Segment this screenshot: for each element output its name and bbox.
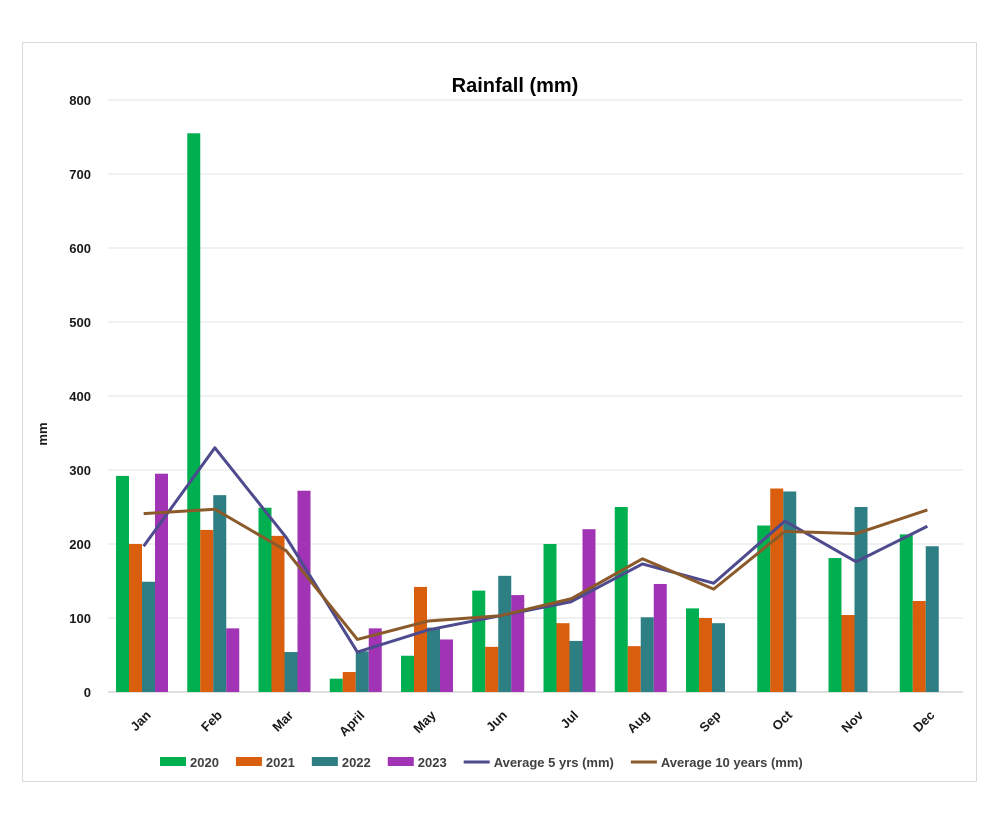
y-tick-label: 200 — [69, 537, 91, 552]
bar-2022-April — [355, 651, 369, 692]
line-Average 10 years (mm) — [143, 507, 928, 641]
x-tick-label: Nov — [838, 707, 867, 736]
bar-2021-May — [414, 586, 427, 692]
legend-label: Average 10 years (mm) — [661, 755, 803, 770]
bar-2020-April — [329, 678, 343, 692]
bar-2023-Feb — [226, 628, 240, 692]
bar-2020-Jul — [543, 544, 557, 692]
x-tick-label: Jun — [483, 707, 510, 734]
legend-label: 2022 — [342, 755, 371, 770]
bar-2022-Oct — [783, 491, 797, 692]
bar-2021-Mar — [271, 535, 285, 692]
bar-2022-May — [427, 627, 440, 692]
bar-2022-Feb — [213, 495, 227, 692]
bar-2020-Aug — [614, 507, 628, 692]
y-tick-label: 500 — [69, 315, 91, 330]
x-tick-label: Sep — [696, 707, 724, 735]
bar-2021-Jul — [556, 623, 570, 692]
legend-swatch — [387, 757, 414, 766]
legend: 2020 2021 2022 2023 Average 5 yrs (mm) Averag… — [160, 755, 803, 770]
legend-swatch — [235, 757, 262, 766]
x-tick-label: Jul — [557, 708, 581, 732]
bar-2022-Nov — [854, 507, 868, 692]
bar-2023-Jan — [155, 473, 168, 692]
x-tick-label: Oct — [769, 707, 795, 733]
legend-label: 2020 — [190, 755, 219, 770]
y-tick-labels: 0 100 200 300 400 500 600 700 800 — [69, 93, 91, 700]
bar-2023-Mar — [297, 490, 311, 692]
legend-item: Average 5 yrs (mm) — [463, 755, 614, 770]
bar-2021-Nov — [841, 615, 855, 692]
legend-item: 2022 — [311, 755, 371, 770]
bar-2020-Dec — [899, 534, 913, 692]
bar-2020-Jun — [472, 590, 486, 692]
legend-swatch — [311, 757, 338, 766]
bar-2021-Oct — [770, 488, 784, 692]
bar-2023-Aug — [653, 583, 667, 692]
bar-2020-Mar — [258, 507, 272, 692]
x-tick-label: April — [336, 708, 368, 740]
x-tick-labels: Jan Feb Mar April May Jun Jul Aug Sep Oct Nov Dec — [127, 707, 937, 739]
y-tick-label: 800 — [69, 93, 91, 108]
gridlines — [108, 99, 963, 693]
rainfall-chart: Rainfall (mm) mm 0 100 200 300 400 500 600 700 8… — [35, 75, 963, 770]
legend-label: Average 5 yrs (mm) — [494, 755, 614, 770]
x-tick-label: Aug — [624, 707, 653, 736]
y-tick-label: 0 — [84, 685, 91, 700]
y-axis-label: mm — [35, 422, 50, 445]
bar-2021-Jan — [129, 544, 142, 692]
bar-2022-Jun — [498, 575, 512, 692]
y-tick-label: 300 — [69, 463, 91, 478]
bar-2021-Jun — [485, 646, 499, 692]
x-tick-label: Mar — [269, 708, 296, 735]
chart-title: Rainfall (mm) — [452, 75, 579, 97]
bars — [116, 133, 939, 693]
x-tick-label: Feb — [198, 707, 225, 734]
bar-2023-May — [440, 639, 453, 692]
legend-item: Average 10 years (mm) — [630, 755, 803, 770]
bar-2021-Feb — [200, 529, 214, 692]
bar-2020-Sep — [686, 608, 699, 692]
y-tick-label: 100 — [69, 611, 91, 626]
legend-item: 2023 — [387, 755, 447, 770]
y-tick-label: 700 — [69, 167, 91, 182]
x-tick-label: Jan — [127, 707, 153, 733]
bar-2023-Jul — [582, 529, 596, 692]
bar-2021-April — [342, 672, 356, 692]
x-tick-label: Dec — [910, 708, 937, 735]
bar-2022-Jan — [142, 581, 155, 692]
bar-2020-Nov — [828, 558, 842, 692]
y-tick-label: 400 — [69, 389, 91, 404]
bar-2022-Jul — [569, 640, 583, 692]
legend-item: 2020 — [160, 755, 219, 770]
legend-label: 2021 — [266, 755, 295, 770]
bar-2021-Sep — [699, 618, 712, 692]
bar-2022-Sep — [712, 623, 725, 692]
x-tick-label: May — [410, 707, 439, 736]
bar-2020-Feb — [187, 133, 201, 693]
y-tick-label: 600 — [69, 241, 91, 256]
average-lines — [142, 446, 929, 654]
bar-2020-Jan — [116, 475, 129, 692]
bar-2022-Aug — [640, 617, 654, 692]
bar-2023-Jun — [511, 595, 525, 692]
bar-2020-Oct — [757, 525, 771, 692]
legend-swatch — [160, 757, 186, 766]
bar-2022-Mar — [284, 652, 298, 692]
bar-2022-Dec — [925, 546, 939, 692]
bar-2023-April — [368, 628, 382, 692]
bar-2021-Aug — [627, 646, 641, 692]
bar-2020-May — [401, 655, 414, 692]
legend-label: 2023 — [418, 755, 447, 770]
legend-item: 2021 — [235, 755, 295, 770]
bar-2021-Dec — [912, 600, 926, 692]
chart-frame: Rainfall (mm) mm 0 100 200 300 400 500 600 700 8… — [22, 42, 977, 782]
